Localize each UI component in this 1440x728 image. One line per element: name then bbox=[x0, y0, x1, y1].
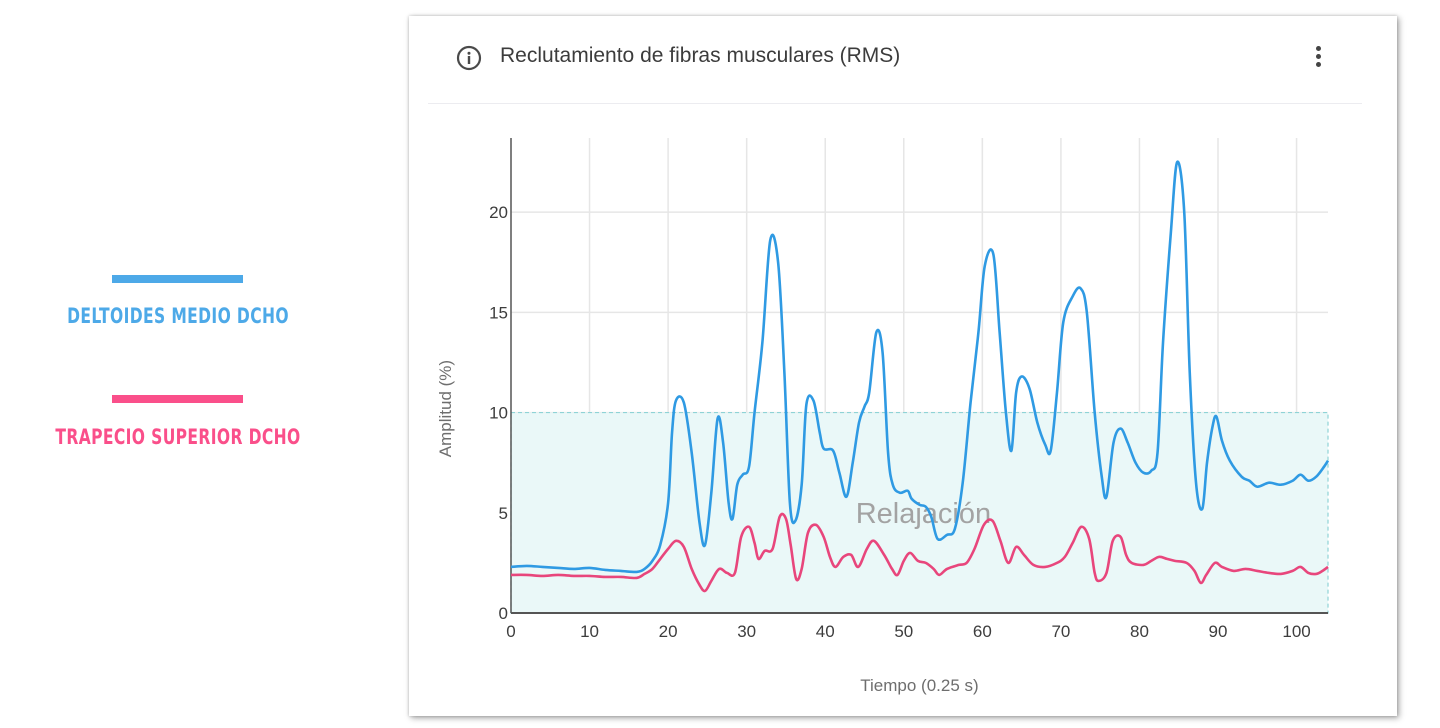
y-tick-label: 20 bbox=[489, 203, 508, 222]
chart-card: Reclutamiento de fibras musculares (RMS)… bbox=[409, 16, 1397, 716]
x-tick-label: 70 bbox=[1051, 622, 1070, 641]
series-line-trapecio-superior-dcho bbox=[510, 512, 1329, 593]
x-tick-label: 80 bbox=[1130, 622, 1149, 641]
y-tick-label: 10 bbox=[489, 404, 508, 423]
series-line-deltoides-medio-dcho bbox=[510, 160, 1330, 574]
chart-axes: 0 10 20 30 40 50 60 70 80 90 100 0 5 10 15 20 bbox=[489, 138, 1328, 641]
x-tick-label: 30 bbox=[737, 622, 756, 641]
x-tick-label: 40 bbox=[816, 622, 835, 641]
y-axis-label: Amplitud (%) bbox=[436, 360, 455, 457]
chart-series bbox=[510, 160, 1330, 593]
x-axis-label: Tiempo (0.25 s) bbox=[860, 676, 978, 695]
x-tick-label: 10 bbox=[580, 622, 599, 641]
relaxation-band bbox=[510, 411, 1329, 614]
more-vertical-icon-dot bbox=[1316, 62, 1321, 67]
info-circle-icon[interactable] bbox=[456, 45, 482, 71]
legend-swatch-trapecio bbox=[112, 395, 243, 403]
x-tick-label: 90 bbox=[1209, 622, 1228, 641]
x-tick-label: 50 bbox=[894, 622, 913, 641]
more-vertical-icon bbox=[1316, 46, 1321, 51]
x-tick-label: 60 bbox=[973, 622, 992, 641]
more-options-button[interactable] bbox=[1306, 42, 1332, 72]
y-tick-label: 15 bbox=[489, 303, 508, 322]
chart-legend: DELTOIDES MEDIO DCHO TRAPECIO SUPERIOR D… bbox=[0, 0, 360, 728]
line-chart: Relajación 0 10 20 30 40 50 60 70 80 90 100 0 5 10 15 2… bbox=[436, 138, 1330, 695]
y-tick-label: 0 bbox=[499, 604, 508, 623]
x-tick-label: 20 bbox=[659, 622, 678, 641]
x-tick-label: 100 bbox=[1282, 622, 1310, 641]
legend-label-deltoides: DELTOIDES MEDIO DCHO bbox=[67, 304, 289, 328]
card-header: Reclutamiento de fibras musculares (RMS) bbox=[409, 16, 1397, 104]
legend-swatch-deltoides bbox=[112, 275, 243, 283]
x-tick-label: 0 bbox=[506, 622, 515, 641]
y-tick-label: 5 bbox=[499, 504, 508, 523]
card-title: Reclutamiento de fibras musculares (RMS) bbox=[500, 44, 901, 67]
header-divider bbox=[428, 103, 1362, 104]
relaxation-label: Relajación bbox=[856, 498, 991, 530]
more-vertical-icon-dot bbox=[1316, 54, 1321, 59]
legend-label-trapecio: TRAPECIO SUPERIOR DCHO bbox=[55, 425, 301, 449]
